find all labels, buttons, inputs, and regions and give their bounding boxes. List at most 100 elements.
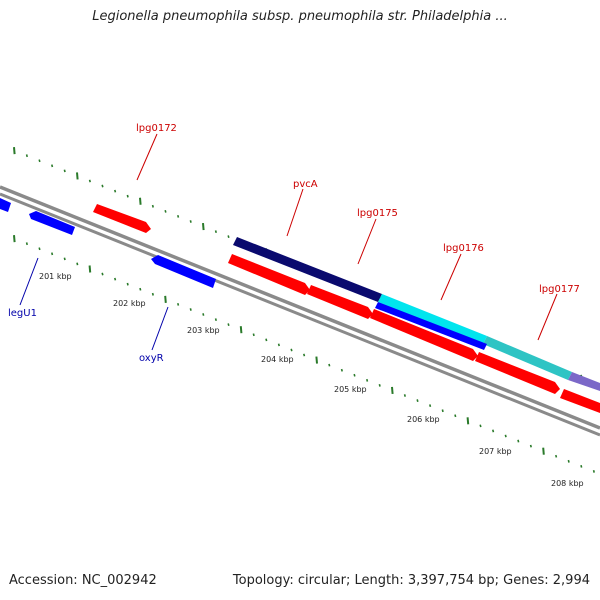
minor-tick [227,323,230,327]
gene-label-lpg0172[interactable]: lpg0172 [136,123,177,134]
gene-label-lpg0177[interactable]: lpg0177 [539,284,580,295]
gene-arrow-forward[interactable] [93,204,151,233]
minor-tick [555,454,558,458]
gene-label-legU1[interactable]: legU1 [8,308,37,319]
gene-arrow-forward[interactable] [228,254,310,295]
minor-tick [416,399,419,402]
major-tick [164,295,167,303]
major-tick [542,447,545,455]
major-tick [13,147,16,155]
minor-tick [88,179,91,183]
minor-tick [265,338,268,342]
minor-tick [177,303,180,306]
scale-tick-label: 207 kbp [479,447,512,456]
scale-labels: 201 kbp 202 kbp 203 kbp 204 kbp 205 kbp … [39,272,584,488]
gene-label-oxyR[interactable]: oxyR [139,353,164,364]
minor-tick [252,333,255,337]
gene-arrow-forward[interactable] [307,285,373,319]
major-tick [139,197,142,205]
minor-tick [504,434,507,438]
minor-tick [101,272,104,276]
minor-tick [214,230,217,233]
minor-tick [51,252,54,256]
gene-label-pvcA[interactable]: pvcA [293,179,318,190]
major-tick [13,235,16,243]
minor-tick [492,429,495,433]
major-tick [76,172,79,180]
accession-label: Accession: NC_002942 [9,573,157,588]
blue-subtrack [375,302,487,350]
lpg0177-track-purple[interactable] [568,372,600,391]
minor-tick [101,184,104,188]
minor-tick [151,204,154,208]
minor-tick [441,409,444,413]
gene-arrow-reverse[interactable] [29,211,75,235]
gene-arrow-reverse[interactable] [151,255,216,288]
pvcA-track[interactable] [233,237,382,302]
lpg0176-track-teal[interactable] [483,336,572,380]
minor-tick [403,394,406,397]
minor-tick [454,414,457,418]
gene-label-lpg0176[interactable]: lpg0176 [443,243,484,254]
minor-tick [290,348,293,352]
minor-tick [479,424,482,428]
minor-tick [63,257,66,261]
minor-tick [517,439,520,443]
minor-tick [25,154,28,158]
scale-tick-label: 201 kbp [39,272,72,281]
major-tick [88,265,92,273]
minor-tick [340,368,343,372]
minor-tick [366,378,369,382]
forward-genes [93,204,600,413]
minor-tick [277,343,280,347]
gene-label-lpg0175[interactable]: lpg0175 [357,208,398,219]
reverse-genes [0,198,216,288]
minor-tick [114,277,117,281]
minor-tick [353,373,356,377]
minor-tick [63,169,66,173]
minor-tick [529,444,532,448]
feature-tracks [233,237,600,391]
scale-tick-label: 202 kbp [113,299,146,308]
minor-tick [177,215,180,218]
minor-tick [51,164,54,168]
gene-arrow-forward[interactable] [560,389,600,413]
scale-tick-label: 205 kbp [334,385,367,394]
gene-arrow-forward[interactable] [475,352,560,394]
minor-tick [114,189,117,193]
reverse-tick-track [13,235,595,473]
minor-tick [227,235,230,239]
gene-labels: lpg0172 pvcA lpg0175 lpg0176 lpg0177 leg… [8,123,580,364]
gene-arrow-forward[interactable] [370,309,478,361]
minor-tick [38,159,41,163]
minor-tick [189,220,192,223]
minor-tick [214,318,217,321]
major-tick [239,326,243,334]
lpg0175-track-cyan[interactable] [378,294,487,344]
gene-arrow-reverse[interactable] [0,198,11,212]
label-leaders [19,133,558,351]
minor-tick [580,464,583,468]
genome-backbone [0,185,600,437]
scale-tick-label: 203 kbp [187,326,220,335]
minor-tick [429,404,432,408]
minor-tick [592,470,595,473]
scale-tick-label: 206 kbp [407,415,440,424]
minor-tick [151,292,154,296]
minor-tick [567,459,570,463]
map-title: Legionella pneumophila subsp. pneumophil… [92,9,508,24]
major-tick [315,356,318,364]
minor-tick [126,282,129,286]
minor-tick [164,209,167,213]
major-tick [391,386,394,395]
minor-tick [139,287,142,291]
minor-tick [303,353,306,357]
minor-tick [378,383,381,387]
minor-tick [38,247,41,251]
major-tick [466,417,470,425]
major-tick [202,222,205,231]
minor-tick [126,194,129,198]
minor-tick [76,262,79,266]
minor-tick [328,363,331,367]
